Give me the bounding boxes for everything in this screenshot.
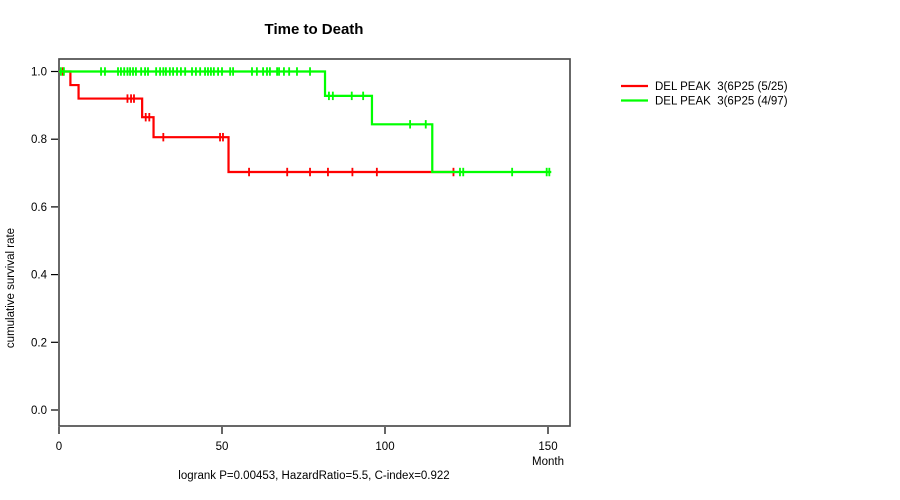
y-axis-title: cumulative survival rate [5, 228, 17, 348]
legend: DEL PEAK 3(6P25 (5/25) DEL PEAK 3(6P25 (… [621, 81, 788, 108]
y-tick-label: 0.4 [31, 270, 48, 282]
survival-step-line [59, 70, 456, 174]
y-axis-tick-labels: 1.0 0.8 0.6 0.4 0.2 0.0 [31, 67, 48, 418]
x-tick-label: 50 [216, 441, 229, 453]
series-green-curve [59, 67, 552, 177]
y-tick-label: 0.0 [31, 405, 47, 417]
x-tick-label: 100 [375, 441, 394, 453]
x-axis-ticks [58, 427, 549, 434]
series-red-curve [59, 67, 456, 177]
y-tick-label: 0.6 [31, 202, 47, 214]
y-axis-ticks [51, 70, 58, 411]
y-tick-label: 0.2 [31, 337, 47, 349]
legend-label-green: DEL PEAK 3(6P25 (4/97) [655, 96, 788, 108]
x-axis-title: Month [532, 456, 564, 468]
y-tick-label: 1.0 [31, 67, 47, 79]
y-tick-label: 0.8 [31, 134, 47, 146]
statistics-footer: logrank P=0.00453, HazardRatio=5.5, C-in… [178, 470, 449, 482]
plot-box-frame [58, 58, 571, 427]
survival-step-line [59, 70, 552, 174]
x-tick-label: 150 [538, 441, 557, 453]
legend-label-red: DEL PEAK 3(6P25 (5/25) [655, 81, 788, 93]
x-tick-label: 0 [56, 441, 62, 453]
chart-title: Time to Death [265, 21, 364, 38]
x-axis-tick-labels: 0 50 100 150 [56, 441, 558, 453]
